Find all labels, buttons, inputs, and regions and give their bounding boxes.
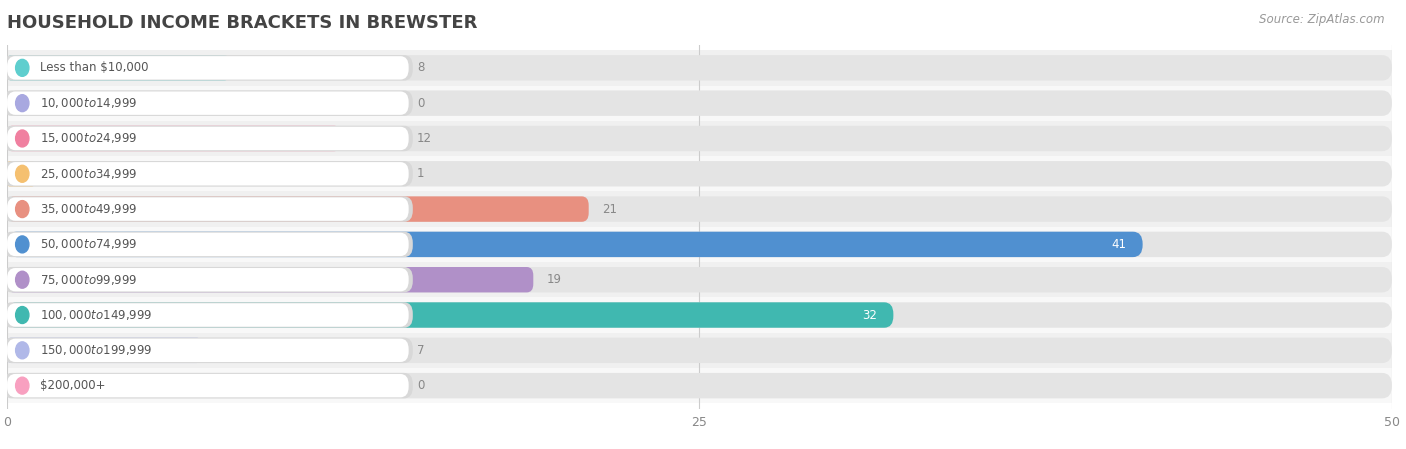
Text: $35,000 to $49,999: $35,000 to $49,999: [41, 202, 138, 216]
Bar: [7, 85, 1392, 121]
Text: 21: 21: [603, 202, 617, 216]
FancyBboxPatch shape: [7, 267, 533, 292]
FancyBboxPatch shape: [7, 233, 409, 256]
Text: $75,000 to $99,999: $75,000 to $99,999: [41, 273, 138, 287]
Bar: [7, 50, 1392, 85]
FancyBboxPatch shape: [7, 55, 229, 80]
Bar: [7, 368, 1392, 403]
FancyBboxPatch shape: [3, 373, 413, 398]
Text: 1: 1: [418, 167, 425, 180]
FancyBboxPatch shape: [7, 127, 409, 150]
FancyBboxPatch shape: [3, 161, 413, 186]
FancyBboxPatch shape: [7, 161, 35, 186]
FancyBboxPatch shape: [7, 302, 893, 328]
Text: Less than $10,000: Less than $10,000: [41, 62, 149, 75]
Circle shape: [15, 236, 30, 253]
FancyBboxPatch shape: [7, 267, 1392, 292]
Text: $50,000 to $74,999: $50,000 to $74,999: [41, 238, 138, 251]
FancyBboxPatch shape: [3, 55, 413, 81]
Bar: [7, 297, 1392, 333]
Circle shape: [15, 307, 30, 323]
FancyBboxPatch shape: [3, 126, 413, 151]
FancyBboxPatch shape: [7, 196, 589, 222]
Text: 12: 12: [418, 132, 432, 145]
Circle shape: [15, 377, 30, 394]
FancyBboxPatch shape: [3, 302, 413, 328]
FancyBboxPatch shape: [3, 338, 413, 363]
Bar: [7, 121, 1392, 156]
FancyBboxPatch shape: [7, 373, 1392, 398]
FancyBboxPatch shape: [3, 90, 413, 116]
Circle shape: [15, 271, 30, 288]
FancyBboxPatch shape: [7, 126, 339, 151]
FancyBboxPatch shape: [7, 338, 1392, 363]
FancyBboxPatch shape: [7, 232, 1392, 257]
Text: Source: ZipAtlas.com: Source: ZipAtlas.com: [1260, 13, 1385, 26]
Circle shape: [15, 59, 30, 76]
Text: 32: 32: [862, 308, 877, 321]
Text: 7: 7: [418, 344, 425, 357]
FancyBboxPatch shape: [7, 56, 409, 79]
FancyBboxPatch shape: [7, 162, 409, 185]
FancyBboxPatch shape: [7, 232, 1143, 257]
FancyBboxPatch shape: [7, 339, 409, 362]
FancyBboxPatch shape: [3, 196, 413, 222]
FancyBboxPatch shape: [7, 161, 1392, 186]
Bar: [7, 333, 1392, 368]
FancyBboxPatch shape: [7, 338, 201, 363]
Text: HOUSEHOLD INCOME BRACKETS IN BREWSTER: HOUSEHOLD INCOME BRACKETS IN BREWSTER: [7, 14, 478, 32]
FancyBboxPatch shape: [7, 374, 409, 397]
Circle shape: [15, 201, 30, 218]
FancyBboxPatch shape: [7, 302, 1392, 328]
Bar: [7, 156, 1392, 191]
Text: $10,000 to $14,999: $10,000 to $14,999: [41, 96, 138, 110]
FancyBboxPatch shape: [7, 304, 409, 327]
FancyBboxPatch shape: [7, 92, 409, 115]
FancyBboxPatch shape: [3, 232, 413, 257]
Bar: [7, 262, 1392, 297]
FancyBboxPatch shape: [7, 196, 1392, 222]
Circle shape: [15, 342, 30, 359]
Circle shape: [15, 95, 30, 112]
Text: 41: 41: [1111, 238, 1126, 251]
FancyBboxPatch shape: [7, 198, 409, 221]
Text: 19: 19: [547, 273, 562, 286]
FancyBboxPatch shape: [7, 90, 1392, 116]
Text: $100,000 to $149,999: $100,000 to $149,999: [41, 308, 153, 322]
Circle shape: [15, 165, 30, 182]
Text: $25,000 to $34,999: $25,000 to $34,999: [41, 167, 138, 181]
Text: $15,000 to $24,999: $15,000 to $24,999: [41, 132, 138, 145]
FancyBboxPatch shape: [7, 55, 1392, 80]
FancyBboxPatch shape: [7, 268, 409, 291]
Text: 8: 8: [418, 62, 425, 75]
FancyBboxPatch shape: [3, 267, 413, 292]
Text: $200,000+: $200,000+: [41, 379, 105, 392]
Text: $150,000 to $199,999: $150,000 to $199,999: [41, 343, 153, 357]
Text: 0: 0: [418, 97, 425, 110]
Bar: [7, 227, 1392, 262]
Circle shape: [15, 130, 30, 147]
Bar: [7, 191, 1392, 227]
Text: 0: 0: [418, 379, 425, 392]
FancyBboxPatch shape: [7, 126, 1392, 151]
